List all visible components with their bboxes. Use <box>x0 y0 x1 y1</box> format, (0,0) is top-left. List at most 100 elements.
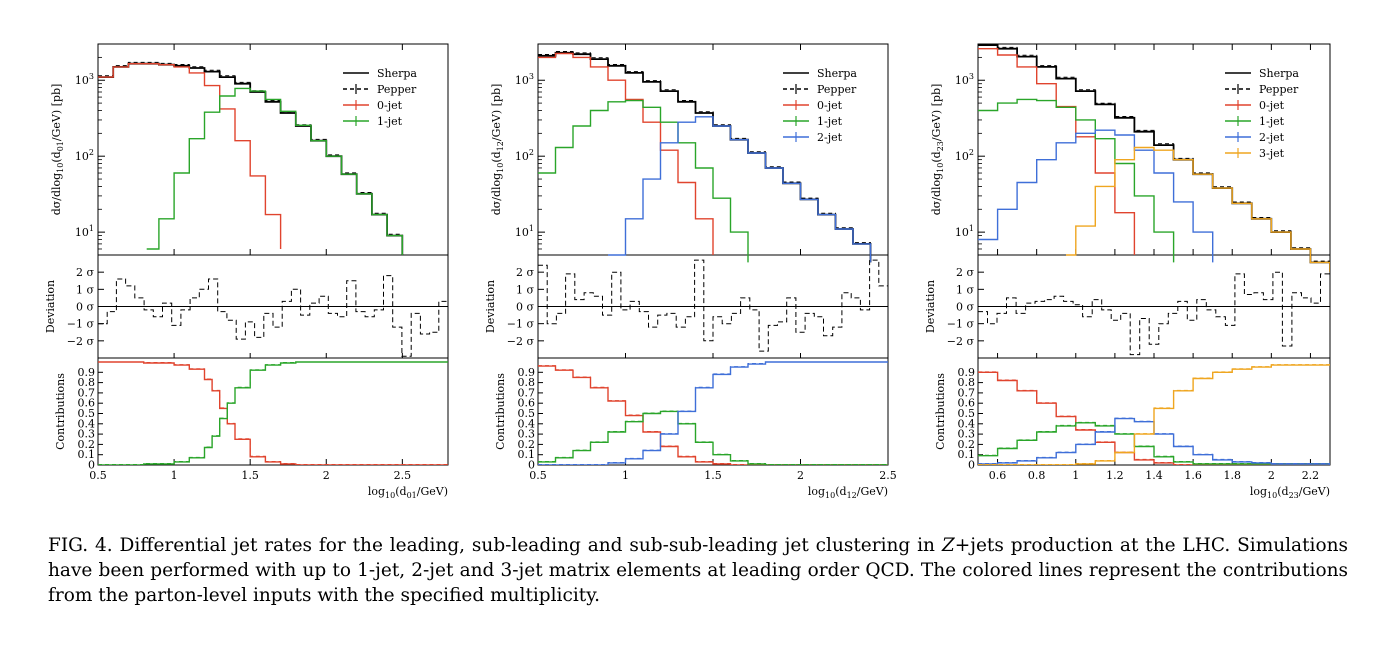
legend-label: 1-jet <box>1259 115 1285 128</box>
contrib-1-jet-line <box>538 410 888 465</box>
x-tick-label: 0.8 <box>1028 469 1046 482</box>
log-tick-label: 103 <box>75 72 94 87</box>
main-ylabel: dσ/dlog10(d12/GeV) [pb] <box>490 84 505 216</box>
x-axis-label: log10(d01/GeV) <box>368 485 448 500</box>
x-tick-label: 1.5 <box>241 469 259 482</box>
legend-label: Pepper <box>817 83 857 96</box>
log-tick-label: 101 <box>75 224 94 239</box>
deviation-tick-label: 2 σ <box>516 266 534 279</box>
contrib-0-jet-pepper-line <box>978 371 1330 465</box>
contrib-tick-label: 0.2 <box>958 438 976 451</box>
deviation-tick-label: 0 σ <box>516 301 534 314</box>
series-group <box>98 61 448 465</box>
contrib-1-jet-pepper-line <box>538 410 888 465</box>
contrib-2-jet-line <box>978 417 1330 465</box>
contrib-tick-label: 0.2 <box>518 438 536 451</box>
series-1-jet-line <box>146 87 403 255</box>
contrib-ylabel: Contributions <box>54 373 67 450</box>
deviation-series <box>538 259 888 352</box>
series-0-jet-line <box>538 52 714 255</box>
x-axis-label: log10(d12/GeV) <box>808 485 888 500</box>
deviation-tick-label: 0 σ <box>956 301 974 314</box>
contrib-tick-label: 0.7 <box>958 386 976 399</box>
log-tick-label: 101 <box>955 224 974 239</box>
contrib-tick-label: 0.3 <box>78 428 96 441</box>
deviation-tick-label: 0 σ <box>76 301 94 314</box>
caption-fig-number: FIG. 4. <box>48 535 113 556</box>
main-ylabel: dσ/dlog10(d01/GeV) [pb] <box>50 84 65 216</box>
series-pepper-line <box>978 44 1330 271</box>
x-tick-label: 0.6 <box>989 469 1007 482</box>
contrib-frame <box>97 357 449 466</box>
contrib-tick-label: 0 <box>528 459 535 472</box>
contrib-tick-label: 0.1 <box>78 448 96 461</box>
contrib-tick-label: 0 <box>968 459 975 472</box>
log-tick-label: 102 <box>75 148 94 163</box>
legend-label: Sherpa <box>817 67 857 80</box>
x-tick-label: 2 <box>323 469 330 482</box>
legend-label: Pepper <box>377 83 417 96</box>
legend-label: 3-jet <box>1259 147 1285 160</box>
x-tick-label: 2.5 <box>394 469 412 482</box>
contrib-tick-label: 0.6 <box>78 397 96 410</box>
deviation-tick-label: −2 σ <box>947 335 975 348</box>
legend-label: 1-jet <box>817 115 843 128</box>
x-tick-label: 2 <box>1268 469 1275 482</box>
deviation-tick-label: 1 σ <box>956 283 974 296</box>
legend-label: 2-jet <box>817 131 843 144</box>
series-2-jet-line <box>608 116 872 263</box>
legend-label: Sherpa <box>1259 67 1299 80</box>
x-tick-label: 1.6 <box>1184 469 1202 482</box>
series-1-jet-line <box>538 99 749 263</box>
contrib-tick-label: 0.5 <box>958 407 976 420</box>
contrib-3-jet-pepper-line <box>978 363 1330 465</box>
contrib-ylabel: Contributions <box>934 373 947 450</box>
figure-caption: FIG. 4. Differential jet rates for the l… <box>48 533 1348 608</box>
contrib-tick-label: 0.2 <box>78 438 96 451</box>
deviation-tick-label: 2 σ <box>76 266 94 279</box>
legend-label: Pepper <box>1259 83 1299 96</box>
series-group <box>978 44 1330 465</box>
log-tick-label: 102 <box>515 148 534 163</box>
caption-z: Z <box>941 535 955 556</box>
deviation-ylabel: Deviation <box>484 280 497 333</box>
x-axis-label: log10(d23/GeV) <box>1250 485 1330 500</box>
contrib-tick-label: 0.9 <box>958 366 976 379</box>
series-3-jet-line <box>1066 146 1330 272</box>
contrib-2-jet-pepper-line <box>978 417 1330 465</box>
series-pepper-line <box>538 51 871 262</box>
series-1-jet-line <box>978 98 1175 263</box>
x-tick-label: 2.2 <box>1302 469 1320 482</box>
legend-label: 2-jet <box>1259 131 1285 144</box>
contrib-1-jet-line <box>978 422 1330 465</box>
contrib-tick-label: 0.6 <box>958 397 976 410</box>
contrib-tick-label: 0.4 <box>518 417 536 430</box>
contrib-tick-label: 0.8 <box>958 376 976 389</box>
contrib-tick-label: 0.7 <box>518 386 536 399</box>
deviation-ylabel: Deviation <box>44 280 57 333</box>
legend-label: Sherpa <box>377 67 417 80</box>
contrib-0-jet-pepper-line <box>538 365 888 465</box>
x-tick-label: 1.4 <box>1145 469 1163 482</box>
deviation-tick-label: −1 σ <box>67 318 95 331</box>
x-tick-label: 0.5 <box>529 469 547 482</box>
contrib-tick-label: 0.6 <box>518 397 536 410</box>
deviation-tick-label: 1 σ <box>516 283 534 296</box>
contrib-tick-label: 0.8 <box>518 376 536 389</box>
contrib-tick-label: 0.5 <box>518 407 536 420</box>
x-tick-label: 1 <box>622 469 629 482</box>
contrib-tick-label: 0.3 <box>518 428 536 441</box>
contrib-tick-label: 0.3 <box>958 428 976 441</box>
x-tick-label: 1.8 <box>1223 469 1241 482</box>
deviation-series <box>98 275 448 357</box>
deviation-tick-label: 2 σ <box>956 266 974 279</box>
contrib-1-jet-pepper-line <box>98 361 448 465</box>
log-tick-label: 103 <box>515 72 534 87</box>
x-tick-label: 1 <box>171 469 178 482</box>
x-tick-label: 0.5 <box>89 469 107 482</box>
log-tick-label: 101 <box>515 224 534 239</box>
contrib-2-jet-pepper-line <box>538 361 888 465</box>
legend-label: 0-jet <box>817 99 843 112</box>
